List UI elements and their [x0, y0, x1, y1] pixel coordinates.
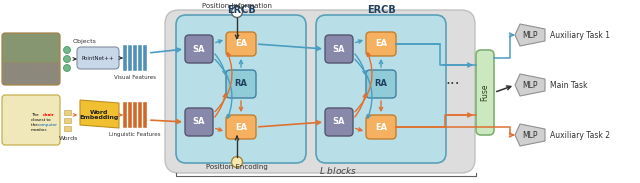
- Bar: [3, 62, 59, 84]
- Bar: [138, 102, 142, 128]
- Text: ···: ···: [445, 77, 460, 92]
- Bar: [64, 126, 71, 131]
- FancyBboxPatch shape: [185, 35, 213, 63]
- FancyBboxPatch shape: [316, 15, 446, 163]
- FancyBboxPatch shape: [476, 50, 494, 135]
- Text: Word: Word: [90, 109, 108, 115]
- Text: MLP: MLP: [522, 81, 538, 89]
- Bar: [128, 102, 132, 128]
- Text: Embedding: Embedding: [79, 115, 118, 120]
- FancyBboxPatch shape: [366, 70, 396, 98]
- Bar: [123, 102, 127, 128]
- FancyBboxPatch shape: [165, 10, 475, 173]
- Text: RA: RA: [234, 79, 248, 89]
- Text: Visual Features: Visual Features: [114, 75, 156, 80]
- FancyBboxPatch shape: [2, 33, 60, 85]
- Text: SA: SA: [333, 44, 345, 53]
- FancyBboxPatch shape: [185, 108, 213, 136]
- Text: EA: EA: [375, 122, 387, 132]
- Text: Linguistic Features: Linguistic Features: [109, 132, 161, 137]
- Text: Position Encoding: Position Encoding: [206, 164, 268, 170]
- Text: Main Task: Main Task: [550, 81, 588, 89]
- FancyBboxPatch shape: [325, 108, 353, 136]
- Polygon shape: [80, 100, 119, 128]
- Text: Position Information: Position Information: [202, 3, 272, 9]
- Text: the: the: [31, 123, 39, 127]
- FancyBboxPatch shape: [226, 70, 256, 98]
- Text: ERCB: ERCB: [367, 5, 396, 15]
- Circle shape: [63, 55, 70, 63]
- Bar: [143, 45, 147, 71]
- Text: Auxiliary Task 1: Auxiliary Task 1: [550, 31, 610, 40]
- Text: SA: SA: [333, 117, 345, 126]
- Circle shape: [63, 64, 70, 72]
- Text: SA: SA: [193, 117, 205, 126]
- Polygon shape: [515, 74, 545, 96]
- Circle shape: [232, 156, 243, 167]
- FancyBboxPatch shape: [176, 15, 306, 163]
- FancyBboxPatch shape: [226, 32, 256, 56]
- FancyBboxPatch shape: [366, 32, 396, 56]
- Bar: [64, 117, 71, 123]
- Text: EA: EA: [375, 40, 387, 48]
- Text: computer: computer: [38, 123, 58, 127]
- Bar: [3, 34, 59, 63]
- Text: monitor.: monitor.: [31, 128, 48, 132]
- Text: The: The: [31, 113, 40, 117]
- Polygon shape: [515, 124, 545, 146]
- FancyBboxPatch shape: [226, 115, 256, 139]
- FancyBboxPatch shape: [77, 47, 119, 69]
- Bar: [133, 45, 137, 71]
- FancyBboxPatch shape: [325, 35, 353, 63]
- Text: Fuse: Fuse: [481, 84, 490, 101]
- Text: RA: RA: [374, 79, 387, 89]
- Text: MLP: MLP: [522, 31, 538, 40]
- Bar: [143, 102, 147, 128]
- Text: $L$ blocks: $L$ blocks: [319, 165, 357, 176]
- FancyBboxPatch shape: [366, 115, 396, 139]
- Bar: [3, 34, 59, 84]
- Text: Objects: Objects: [73, 40, 97, 44]
- Text: Auxiliary Task 2: Auxiliary Task 2: [550, 130, 610, 139]
- Text: SA: SA: [193, 44, 205, 53]
- Text: chair: chair: [43, 113, 55, 117]
- FancyBboxPatch shape: [2, 95, 60, 145]
- Bar: [138, 45, 142, 71]
- Circle shape: [63, 46, 70, 53]
- Text: EA: EA: [235, 122, 247, 132]
- Text: PointNet++: PointNet++: [82, 55, 115, 61]
- Bar: [123, 45, 127, 71]
- Bar: [133, 102, 137, 128]
- Text: closest to: closest to: [31, 118, 51, 122]
- Text: Words: Words: [58, 137, 77, 141]
- Circle shape: [232, 7, 243, 18]
- Bar: [128, 45, 132, 71]
- Bar: [64, 109, 71, 115]
- Text: ERCB: ERCB: [227, 5, 255, 15]
- Polygon shape: [515, 24, 545, 46]
- Text: MLP: MLP: [522, 130, 538, 139]
- Text: EA: EA: [235, 40, 247, 48]
